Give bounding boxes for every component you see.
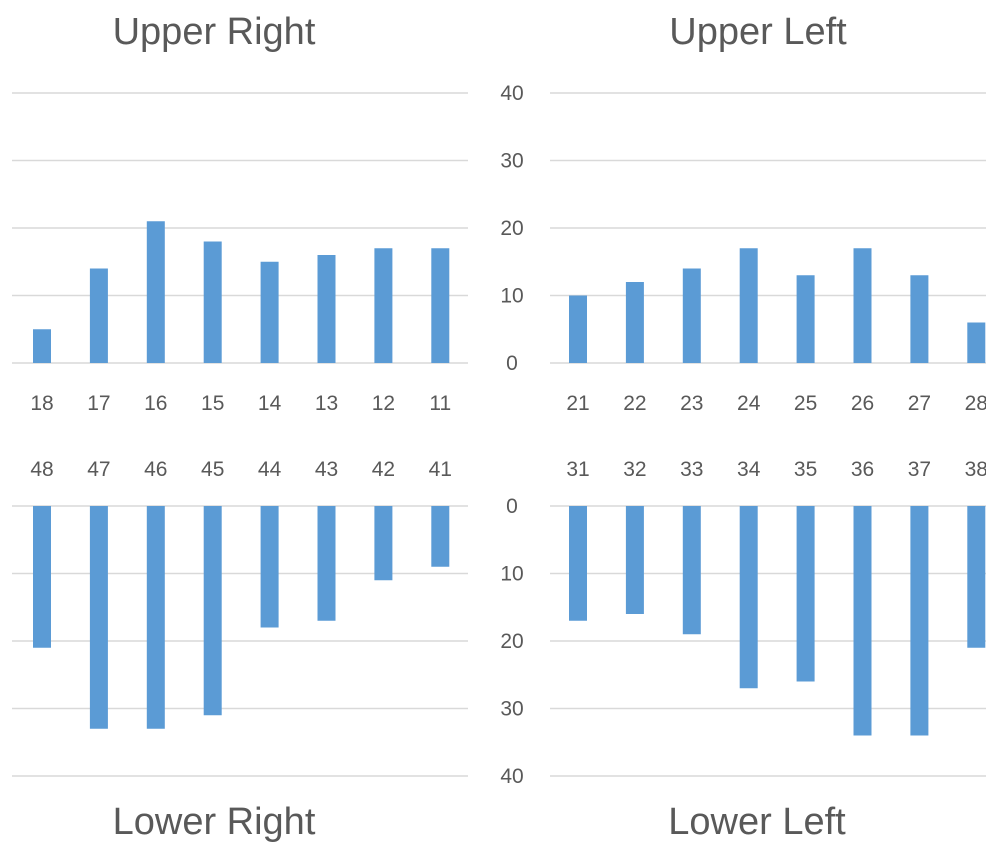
category-label: 34 xyxy=(737,458,761,481)
category-label: 33 xyxy=(680,458,703,481)
bar-tooth-45 xyxy=(203,506,222,716)
bar-tooth-35 xyxy=(796,506,815,682)
bar-tooth-26 xyxy=(853,248,872,363)
bar-tooth-38 xyxy=(967,506,986,648)
category-label: 24 xyxy=(737,392,761,415)
y-tick-label: 20 xyxy=(500,630,523,653)
bar-tooth-28 xyxy=(967,322,986,363)
bar-tooth-13 xyxy=(317,255,336,363)
bar-tooth-27 xyxy=(910,275,929,363)
bar-tooth-47 xyxy=(89,506,108,729)
bar-tooth-12 xyxy=(374,248,393,363)
bar-tooth-48 xyxy=(33,506,51,648)
category-label: 25 xyxy=(794,392,817,415)
bar-tooth-42 xyxy=(374,506,393,581)
bar-tooth-11 xyxy=(431,248,450,363)
category-label: 26 xyxy=(851,392,874,415)
y-tick-label: 10 xyxy=(500,285,523,308)
chart-panel-upper-right: 18 17 16 15 14 13 12 11 xyxy=(12,92,468,415)
bar-tooth-18 xyxy=(33,329,51,363)
category-label: 36 xyxy=(851,458,874,481)
bar-tooth-44 xyxy=(260,506,279,628)
category-label: 22 xyxy=(623,392,646,415)
category-label: 13 xyxy=(315,392,338,415)
category-label: 18 xyxy=(30,392,53,415)
category-label: 46 xyxy=(144,458,167,481)
category-label: 14 xyxy=(258,392,282,415)
category-label: 42 xyxy=(372,458,395,481)
chart-title-upper-left: Upper Left xyxy=(669,11,847,53)
y-tick-label: 20 xyxy=(500,217,523,240)
category-label: 12 xyxy=(372,392,395,415)
category-label: 28 xyxy=(965,392,986,415)
category-label: 37 xyxy=(908,458,931,481)
bar-tooth-36 xyxy=(853,506,872,736)
category-label: 38 xyxy=(965,458,986,481)
chart-panel-lower-right: 48 47 46 45 44 43 42 41 xyxy=(12,458,468,777)
bar-tooth-41 xyxy=(431,506,450,567)
chart-title-lower-left: Lower Left xyxy=(668,801,846,843)
category-label: 48 xyxy=(30,458,53,481)
y-tick-label: 40 xyxy=(500,82,523,105)
bar-tooth-16 xyxy=(146,221,165,363)
category-label: 16 xyxy=(144,392,167,415)
category-label: 32 xyxy=(623,458,646,481)
y-tick-label: 0 xyxy=(506,495,518,518)
y-tick-label: 30 xyxy=(500,698,523,721)
chart-title-upper-right: Upper Right xyxy=(113,11,316,53)
category-label: 31 xyxy=(566,458,589,481)
bar-tooth-43 xyxy=(317,506,336,621)
y-tick-label: 30 xyxy=(500,150,523,173)
bar-tooth-31 xyxy=(569,506,587,621)
chart-panel-upper-left: 0 10 20 30 40 21 22 23 24 25 26 27 28 xyxy=(500,82,986,415)
chart-panel-lower-left: 0 10 20 30 40 31 32 33 34 35 36 37 38 xyxy=(500,458,986,788)
category-label: 44 xyxy=(258,458,282,481)
chart-title-lower-right: Lower Right xyxy=(113,801,316,843)
bar-tooth-46 xyxy=(146,506,165,729)
bar-tooth-34 xyxy=(739,506,758,689)
bar-tooth-37 xyxy=(910,506,929,736)
bar-tooth-21 xyxy=(569,295,587,363)
bar-tooth-22 xyxy=(625,282,644,363)
category-label: 23 xyxy=(680,392,703,415)
bar-tooth-23 xyxy=(682,268,701,363)
bar-tooth-14 xyxy=(260,261,279,363)
bar-tooth-25 xyxy=(796,275,815,363)
bar-tooth-15 xyxy=(203,241,222,363)
category-label: 21 xyxy=(566,392,589,415)
category-label: 11 xyxy=(429,392,451,415)
y-tick-label: 10 xyxy=(500,563,523,586)
bar-tooth-32 xyxy=(625,506,644,614)
category-label: 43 xyxy=(315,458,338,481)
category-label: 27 xyxy=(908,392,931,415)
y-tick-label: 40 xyxy=(500,765,523,788)
category-label: 47 xyxy=(87,458,110,481)
category-label: 17 xyxy=(87,392,110,415)
bar-tooth-17 xyxy=(89,268,108,363)
category-label: 41 xyxy=(429,458,452,481)
bar-tooth-33 xyxy=(682,506,701,635)
y-tick-label: 0 xyxy=(506,352,518,375)
category-label: 35 xyxy=(794,458,817,481)
bar-tooth-24 xyxy=(739,248,758,363)
category-label: 45 xyxy=(201,458,224,481)
category-label: 15 xyxy=(201,392,224,415)
